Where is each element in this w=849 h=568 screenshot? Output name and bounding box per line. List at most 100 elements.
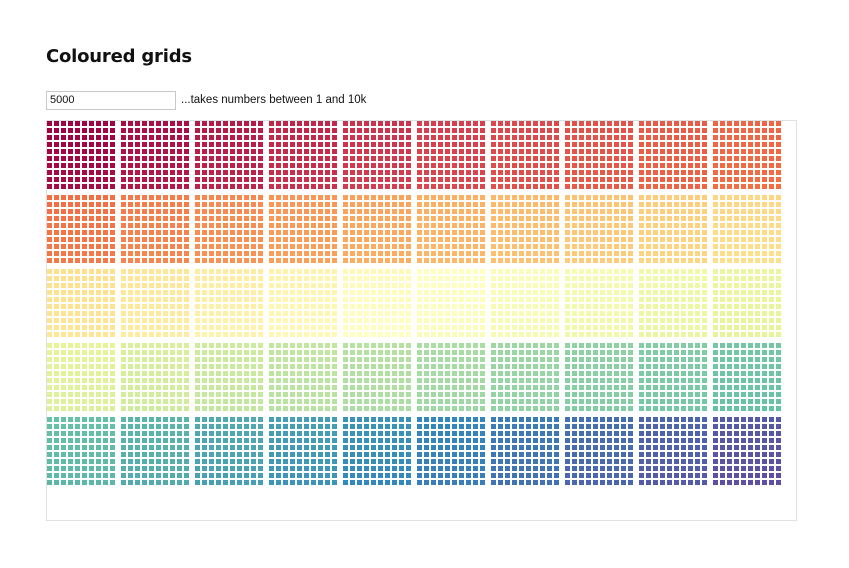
- grid-cell: [431, 371, 436, 376]
- grid-cell: [688, 385, 693, 390]
- grid-cell: [639, 364, 644, 369]
- grid-cell: [667, 392, 672, 397]
- grid-cell: [406, 128, 411, 133]
- grid-cell: [607, 237, 612, 242]
- grid-cell: [473, 350, 478, 355]
- grid-cell: [251, 473, 256, 478]
- grid-cell: [512, 223, 517, 228]
- grid-cell: [110, 258, 115, 263]
- grid-cell: [554, 459, 559, 464]
- grid-cell: [297, 332, 302, 337]
- grid-cell: [727, 251, 732, 256]
- grid-cell: [593, 276, 598, 281]
- grid-cell: [424, 283, 429, 288]
- grid-cell: [89, 318, 94, 323]
- grid-cell: [357, 406, 362, 411]
- grid-cell: [350, 142, 355, 147]
- grid-cell: [406, 399, 411, 404]
- grid-cell: [639, 251, 644, 256]
- grid-cell: [600, 364, 605, 369]
- grid-cell: [378, 135, 383, 140]
- grid-cell: [103, 184, 108, 189]
- grid-cell: [128, 452, 133, 457]
- grid-cell: [769, 244, 774, 249]
- grid-cell: [135, 325, 140, 330]
- grid-cell: [417, 251, 422, 256]
- grid-cell: [628, 473, 633, 478]
- grid-cell: [762, 332, 767, 337]
- grid-cell: [445, 466, 450, 471]
- grid-cell: [600, 156, 605, 161]
- grid-cell: [177, 318, 182, 323]
- grid-cell: [762, 304, 767, 309]
- grid-cell: [452, 371, 457, 376]
- grid-cell: [385, 251, 390, 256]
- grid-cell: [61, 364, 66, 369]
- grid-cell: [258, 399, 263, 404]
- grid-cell: [639, 431, 644, 436]
- grid-cell: [82, 276, 87, 281]
- grid-cell: [667, 473, 672, 478]
- grid-cell: [653, 473, 658, 478]
- grid-cell: [110, 230, 115, 235]
- grid-cell: [519, 156, 524, 161]
- grid-cell: [195, 202, 200, 207]
- grid-cell: [163, 311, 168, 316]
- grid-cell: [466, 357, 471, 362]
- grid-cell: [519, 357, 524, 362]
- grid-cell: [216, 276, 221, 281]
- grid-cell: [526, 466, 531, 471]
- grid-cell: [653, 424, 658, 429]
- grid-cell: [378, 452, 383, 457]
- grid-cell: [621, 318, 626, 323]
- grid-cell: [82, 445, 87, 450]
- grid-cell: [674, 121, 679, 126]
- grid-cell: [142, 480, 147, 485]
- grid-cell: [540, 170, 545, 175]
- grid-cell: [163, 142, 168, 147]
- grid-cell: [466, 473, 471, 478]
- grid-cell: [540, 128, 545, 133]
- grid-cell: [554, 149, 559, 154]
- grid-cell: [540, 343, 545, 348]
- grid-cell: [237, 318, 242, 323]
- grid-cell: [565, 371, 570, 376]
- grid-cell: [283, 209, 288, 214]
- grid-cell: [61, 311, 66, 316]
- grid-cell: [438, 195, 443, 200]
- cell-count-input[interactable]: [46, 90, 176, 110]
- grid-cell: [103, 269, 108, 274]
- grid-cell: [660, 480, 665, 485]
- grid-cell: [75, 251, 80, 256]
- grid-cell: [163, 452, 168, 457]
- grid-cell: [195, 304, 200, 309]
- grid-cell: [121, 121, 126, 126]
- grid-cell: [473, 269, 478, 274]
- grid-cell: [177, 230, 182, 235]
- grid-cell: [350, 378, 355, 383]
- grid-cell: [702, 202, 707, 207]
- grid-cell: [459, 209, 464, 214]
- grid-cell: [110, 177, 115, 182]
- grid-cell: [230, 350, 235, 355]
- grid-cell: [209, 156, 214, 161]
- grid-cell: [96, 343, 101, 348]
- grid-cell: [445, 163, 450, 168]
- grid-cell: [283, 283, 288, 288]
- grid-cell: [392, 223, 397, 228]
- grid-cell: [519, 378, 524, 383]
- grid-cell: [533, 128, 538, 133]
- grid-cell: [61, 371, 66, 376]
- grid-cell: [565, 466, 570, 471]
- grid-cell: [128, 438, 133, 443]
- grid-cell: [318, 290, 323, 295]
- grid-cell: [371, 237, 376, 242]
- grid-cell: [276, 304, 281, 309]
- grid-cell: [237, 230, 242, 235]
- grid-cell: [755, 230, 760, 235]
- grid-cell: [459, 480, 464, 485]
- grid-cell: [297, 445, 302, 450]
- grid-cell: [350, 325, 355, 330]
- grid-cell: [547, 399, 552, 404]
- grid-cell: [121, 318, 126, 323]
